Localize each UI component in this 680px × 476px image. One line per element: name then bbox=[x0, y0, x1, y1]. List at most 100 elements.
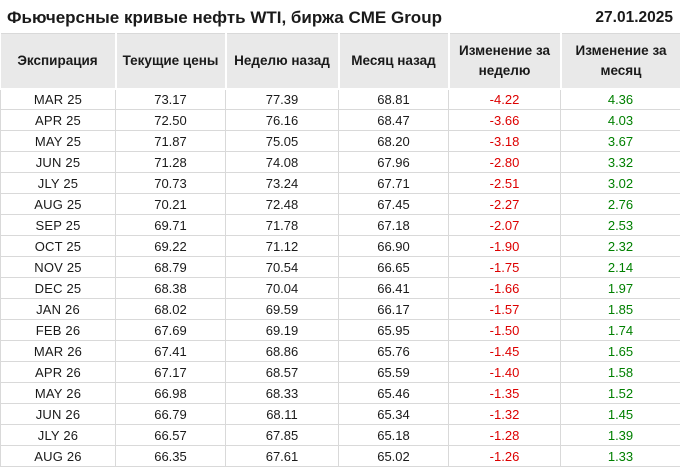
cell-month_ago: 65.76 bbox=[338, 340, 449, 362]
cell-month_change: 3.32 bbox=[560, 151, 680, 173]
cell-week_ago: 76.16 bbox=[225, 109, 339, 131]
futures-table-body: MAR 25 73.17 77.39 68.81 -4.22 4.36 APR 25 72.5… bbox=[0, 88, 680, 467]
cell-week_change: -1.75 bbox=[448, 256, 561, 278]
cell-month_ago: 65.18 bbox=[338, 424, 449, 446]
cell-month_change: 2.32 bbox=[560, 235, 680, 257]
cell-current: 70.73 bbox=[115, 172, 226, 194]
cell-week_change: -2.51 bbox=[448, 172, 561, 194]
cell-week_change: -1.45 bbox=[448, 340, 561, 362]
cell-month_ago: 65.02 bbox=[338, 445, 449, 467]
cell-week_ago: 74.08 bbox=[225, 151, 339, 173]
cell-month_ago: 67.18 bbox=[338, 214, 449, 236]
cell-week_ago: 70.04 bbox=[225, 277, 339, 299]
cell-expiration: OCT 25 bbox=[0, 235, 116, 257]
cell-month_ago: 68.47 bbox=[338, 109, 449, 131]
cell-week_ago: 68.11 bbox=[225, 403, 339, 425]
table-row: AUG 26 66.35 67.61 65.02 -1.26 1.33 bbox=[0, 445, 680, 467]
cell-month_ago: 67.45 bbox=[338, 193, 449, 215]
cell-expiration: JLY 25 bbox=[0, 172, 116, 194]
cell-expiration: AUG 25 bbox=[0, 193, 116, 215]
cell-week_change: -1.50 bbox=[448, 319, 561, 341]
cell-current: 71.87 bbox=[115, 130, 226, 152]
table-row: DEC 25 68.38 70.04 66.41 -1.66 1.97 bbox=[0, 277, 680, 299]
cell-month_ago: 66.17 bbox=[338, 298, 449, 320]
cell-week_ago: 68.33 bbox=[225, 382, 339, 404]
cell-expiration: JUN 25 bbox=[0, 151, 116, 173]
cell-current: 66.57 bbox=[115, 424, 226, 446]
cell-current: 66.35 bbox=[115, 445, 226, 467]
cell-week_ago: 75.05 bbox=[225, 130, 339, 152]
cell-week_ago: 69.59 bbox=[225, 298, 339, 320]
cell-current: 70.21 bbox=[115, 193, 226, 215]
cell-week_change: -2.07 bbox=[448, 214, 561, 236]
cell-week_ago: 70.54 bbox=[225, 256, 339, 278]
cell-month_change: 4.03 bbox=[560, 109, 680, 131]
cell-month_ago: 66.41 bbox=[338, 277, 449, 299]
column-header-current-price: Текущие цены bbox=[114, 33, 226, 90]
cell-month_ago: 66.65 bbox=[338, 256, 449, 278]
table-row: NOV 25 68.79 70.54 66.65 -1.75 2.14 bbox=[0, 256, 680, 278]
cell-month_ago: 67.71 bbox=[338, 172, 449, 194]
cell-expiration: MAR 25 bbox=[0, 88, 116, 110]
cell-month_ago: 67.96 bbox=[338, 151, 449, 173]
cell-current: 67.17 bbox=[115, 361, 226, 383]
table-row: APR 25 72.50 76.16 68.47 -3.66 4.03 bbox=[0, 109, 680, 131]
cell-week_ago: 72.48 bbox=[225, 193, 339, 215]
cell-week_change: -1.26 bbox=[448, 445, 561, 467]
cell-current: 68.02 bbox=[115, 298, 226, 320]
cell-current: 67.69 bbox=[115, 319, 226, 341]
cell-month_ago: 68.20 bbox=[338, 130, 449, 152]
futures-table-header: Экспирация Текущие цены Неделю назад Мес… bbox=[0, 33, 680, 90]
cell-month_change: 1.65 bbox=[560, 340, 680, 362]
cell-month_change: 1.58 bbox=[560, 361, 680, 383]
cell-month_change: 2.14 bbox=[560, 256, 680, 278]
cell-month_change: 4.36 bbox=[560, 88, 680, 110]
cell-week_change: -2.80 bbox=[448, 151, 561, 173]
table-row: APR 26 67.17 68.57 65.59 -1.40 1.58 bbox=[0, 361, 680, 383]
cell-expiration: NOV 25 bbox=[0, 256, 116, 278]
cell-current: 73.17 bbox=[115, 88, 226, 110]
table-row: AUG 25 70.21 72.48 67.45 -2.27 2.76 bbox=[0, 193, 680, 215]
cell-current: 72.50 bbox=[115, 109, 226, 131]
table-row: FEB 26 67.69 69.19 65.95 -1.50 1.74 bbox=[0, 319, 680, 341]
cell-week_change: -2.27 bbox=[448, 193, 561, 215]
column-header-expiration: Экспирация bbox=[0, 33, 116, 90]
cell-week_ago: 69.19 bbox=[225, 319, 339, 341]
cell-current: 68.38 bbox=[115, 277, 226, 299]
cell-week_ago: 71.78 bbox=[225, 214, 339, 236]
cell-expiration: MAY 25 bbox=[0, 130, 116, 152]
cell-week_change: -1.57 bbox=[448, 298, 561, 320]
cell-week_change: -1.28 bbox=[448, 424, 561, 446]
cell-week_change: -1.90 bbox=[448, 235, 561, 257]
table-row: OCT 25 69.22 71.12 66.90 -1.90 2.32 bbox=[0, 235, 680, 257]
cell-month_ago: 65.59 bbox=[338, 361, 449, 383]
cell-current: 67.41 bbox=[115, 340, 226, 362]
table-row: JLY 25 70.73 73.24 67.71 -2.51 3.02 bbox=[0, 172, 680, 194]
cell-month_change: 1.39 bbox=[560, 424, 680, 446]
table-row: MAR 26 67.41 68.86 65.76 -1.45 1.65 bbox=[0, 340, 680, 362]
cell-week_ago: 71.12 bbox=[225, 235, 339, 257]
cell-expiration: SEP 25 bbox=[0, 214, 116, 236]
cell-week_change: -1.40 bbox=[448, 361, 561, 383]
cell-expiration: JUN 26 bbox=[0, 403, 116, 425]
cell-month_ago: 68.81 bbox=[338, 88, 449, 110]
cell-month_ago: 65.34 bbox=[338, 403, 449, 425]
cell-current: 66.98 bbox=[115, 382, 226, 404]
titlebar: Фьючерсные кривые нефть WTI, биржа CME G… bbox=[0, 0, 680, 33]
table-row: MAY 26 66.98 68.33 65.46 -1.35 1.52 bbox=[0, 382, 680, 404]
cell-month_ago: 65.46 bbox=[338, 382, 449, 404]
table-row: JUN 25 71.28 74.08 67.96 -2.80 3.32 bbox=[0, 151, 680, 173]
cell-week_ago: 73.24 bbox=[225, 172, 339, 194]
cell-current: 71.28 bbox=[115, 151, 226, 173]
cell-month_change: 1.85 bbox=[560, 298, 680, 320]
futures-table: Экспирация Текущие цены Неделю назад Мес… bbox=[0, 33, 680, 467]
cell-expiration: APR 25 bbox=[0, 109, 116, 131]
column-header-month-ago: Месяц назад bbox=[337, 33, 449, 90]
cell-expiration: MAR 26 bbox=[0, 340, 116, 362]
cell-week_change: -1.32 bbox=[448, 403, 561, 425]
table-row: SEP 25 69.71 71.78 67.18 -2.07 2.53 bbox=[0, 214, 680, 236]
table-row: JLY 26 66.57 67.85 65.18 -1.28 1.39 bbox=[0, 424, 680, 446]
table-row: MAR 25 73.17 77.39 68.81 -4.22 4.36 bbox=[0, 88, 680, 110]
cell-month_change: 2.76 bbox=[560, 193, 680, 215]
